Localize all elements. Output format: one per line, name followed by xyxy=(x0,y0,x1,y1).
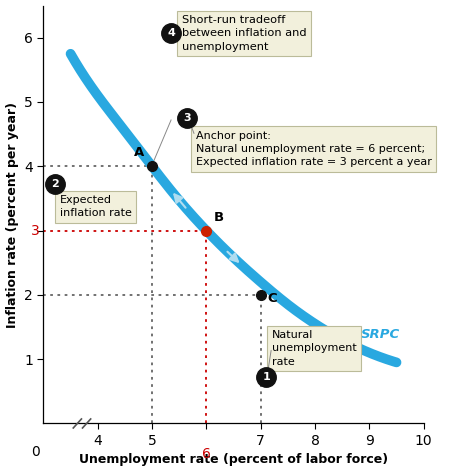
Text: 0: 0 xyxy=(31,445,39,459)
Text: 2: 2 xyxy=(51,179,59,189)
Y-axis label: Inflation rate (percent per year): Inflation rate (percent per year) xyxy=(5,101,19,328)
Text: Anchor point:
Natural unemployment rate = 6 percent;
Expected inflation rate = 3: Anchor point: Natural unemployment rate … xyxy=(196,131,431,168)
Text: Natural
unemployment
rate: Natural unemployment rate xyxy=(271,330,356,367)
Text: 4: 4 xyxy=(167,28,175,38)
Text: 3: 3 xyxy=(31,224,39,237)
X-axis label: Unemployment rate (percent of labor force): Unemployment rate (percent of labor forc… xyxy=(79,454,388,466)
Text: 6: 6 xyxy=(202,447,211,461)
Text: 1: 1 xyxy=(262,372,270,382)
Text: Short-run tradeoff
between inflation and
unemployment: Short-run tradeoff between inflation and… xyxy=(182,15,306,51)
Text: C: C xyxy=(268,292,277,304)
Text: B: B xyxy=(213,211,223,224)
Text: SRPC: SRPC xyxy=(361,328,400,341)
Text: Expected
inflation rate: Expected inflation rate xyxy=(59,195,132,219)
Text: 3: 3 xyxy=(183,113,191,123)
Text: A: A xyxy=(133,145,144,159)
